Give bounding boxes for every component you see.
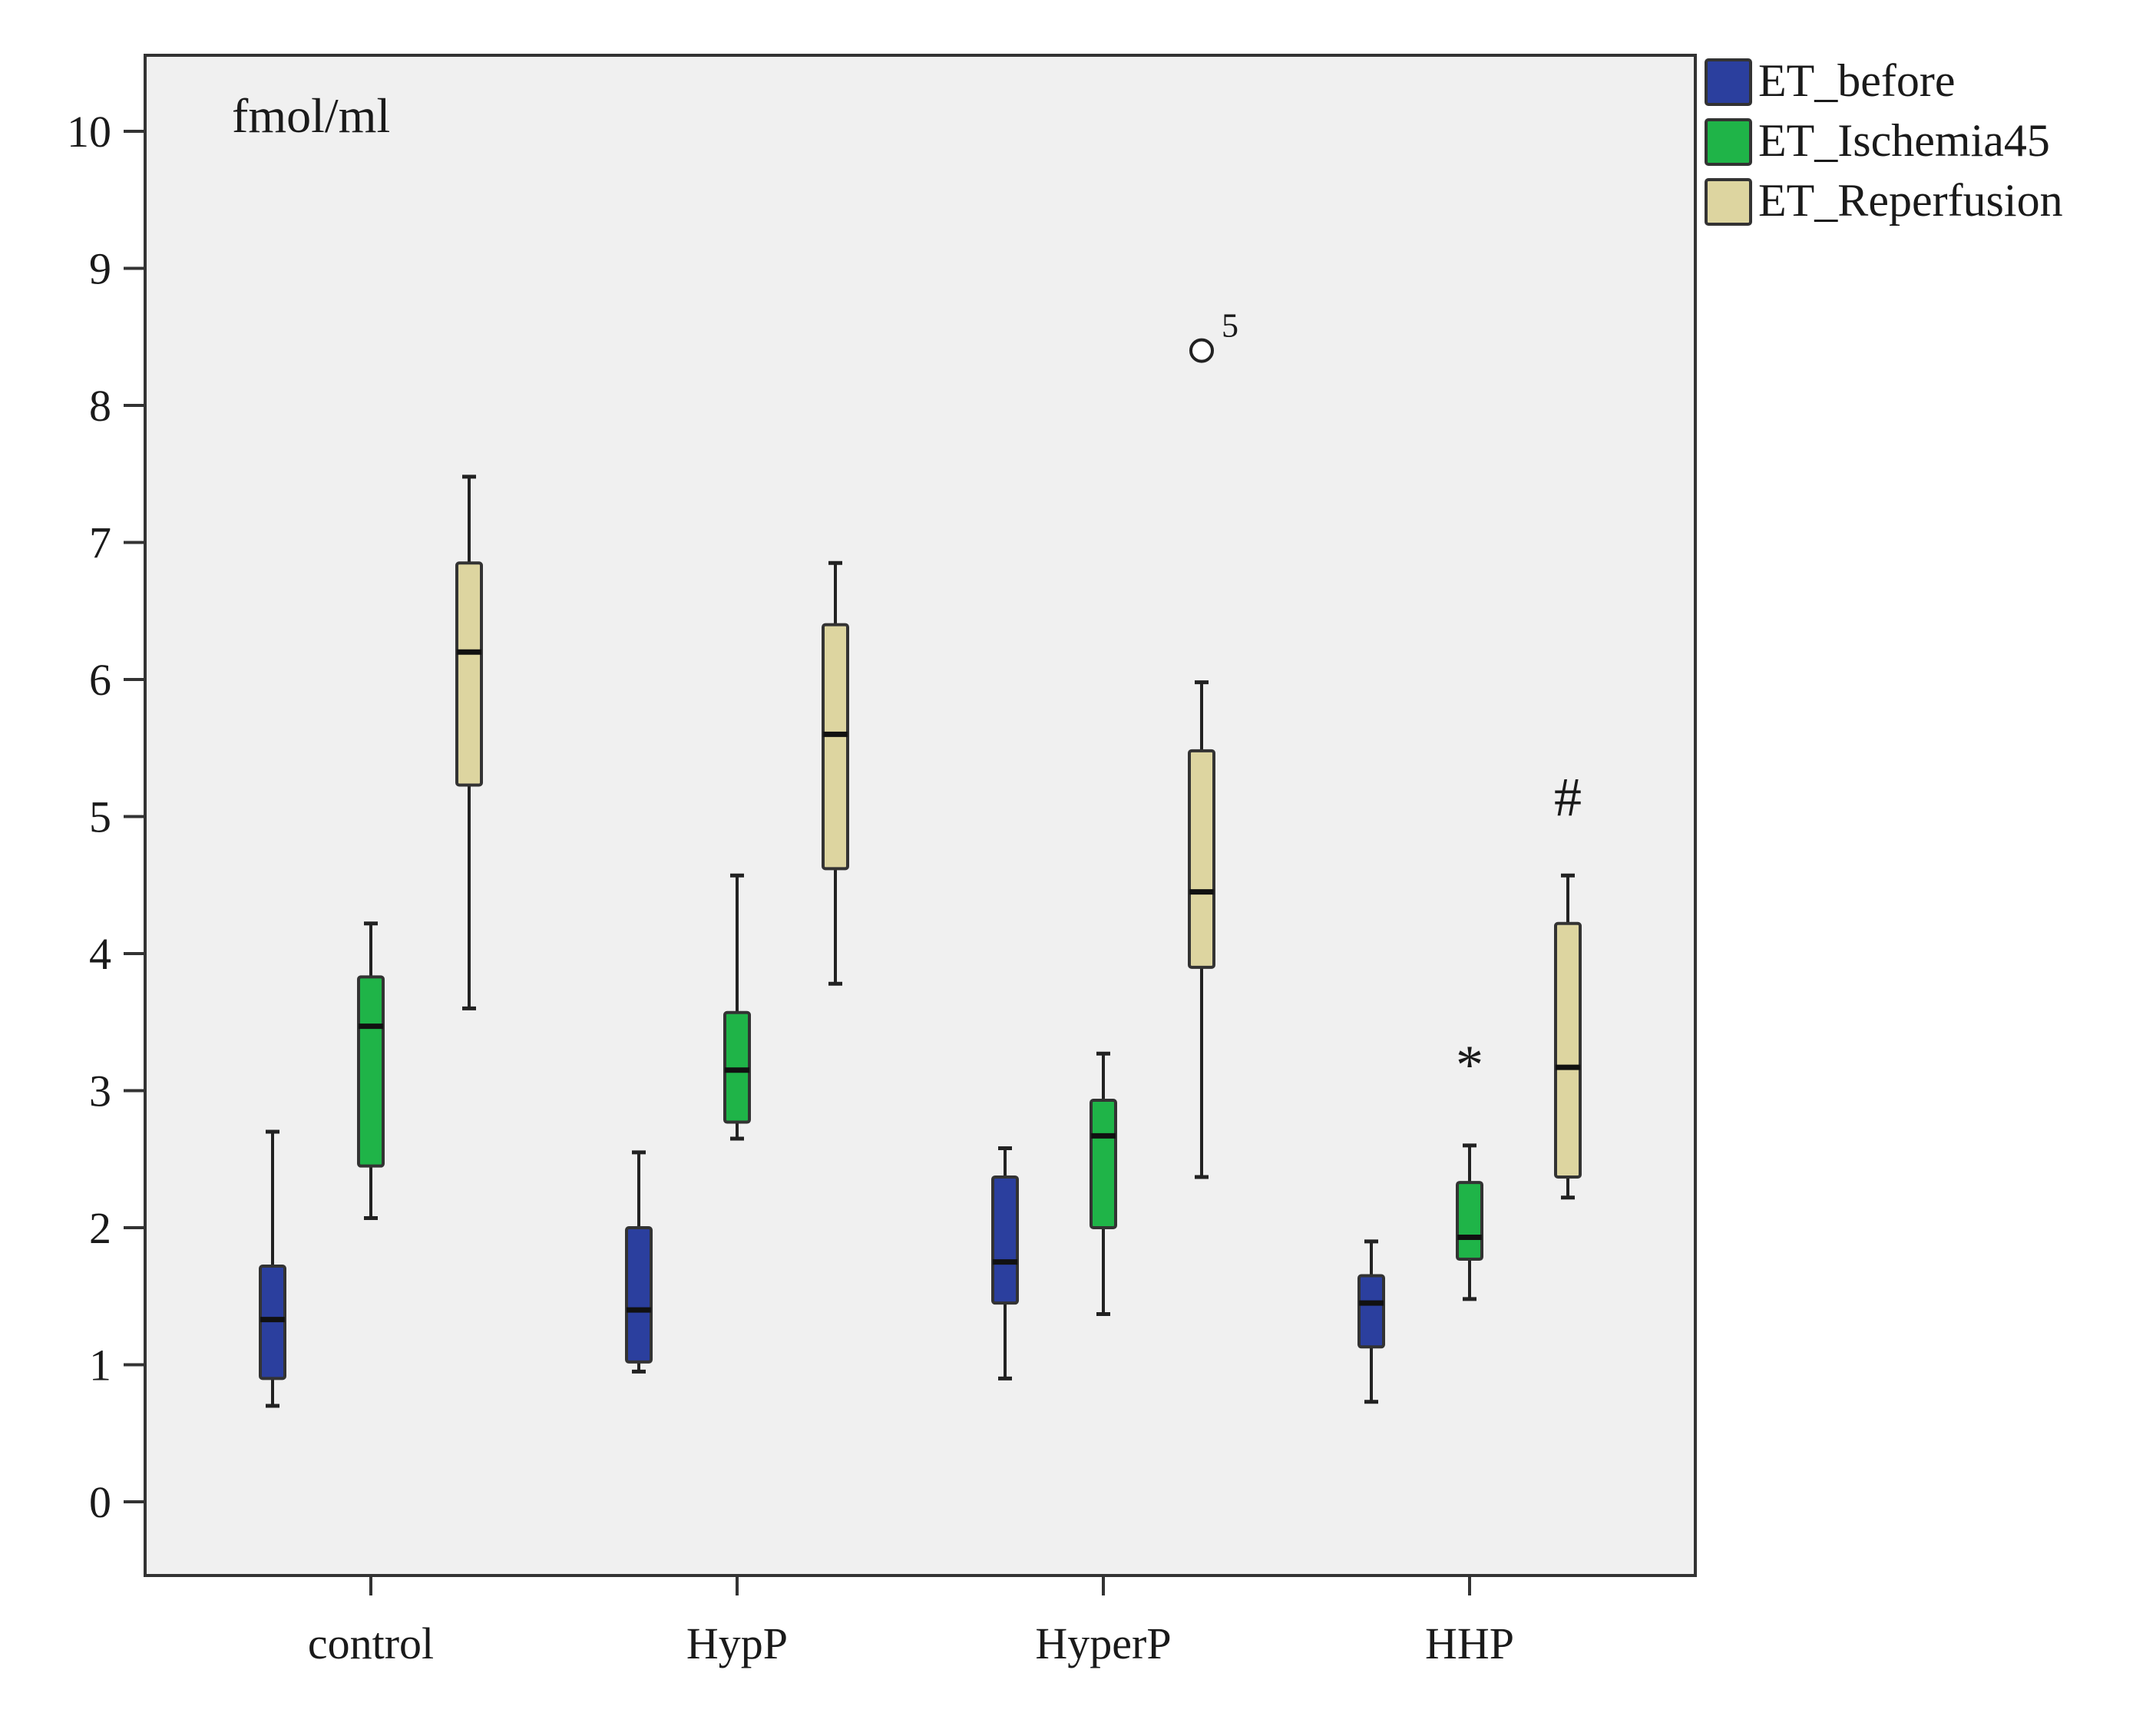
box-body: [357, 975, 385, 1168]
box-body: [1090, 1098, 1117, 1229]
box-et-before-hyperp: [991, 1146, 1019, 1380]
y-tick-label-5: 5: [89, 792, 111, 842]
y-tick-label-8: 8: [89, 381, 111, 431]
y-tick-label-6: 6: [89, 655, 111, 705]
y-unit-label: fmol/ml: [232, 88, 390, 143]
legend-label-et-ischemia45: ET_Ischemia45: [1758, 115, 2050, 166]
box-et-before-hhp: [1357, 1239, 1385, 1404]
box-et-reperfusion-hyperp: [1188, 680, 1215, 1179]
y-tick-label-4: 4: [89, 929, 111, 979]
legend-swatch-et-reperfusion: [1705, 178, 1752, 226]
box-et-ischemia45-hypp: [723, 873, 751, 1141]
box-body: [455, 561, 483, 787]
box-body: [1554, 921, 1582, 1179]
legend-label-et-reperfusion: ET_Reperfusion: [1758, 175, 2063, 226]
box-et-reperfusion-hypp: [822, 560, 849, 986]
y-tick-label-9: 9: [89, 244, 111, 294]
significance-marker: #: [1554, 767, 1582, 828]
x-tick-label-hhp: HHP: [1425, 1619, 1514, 1668]
legend: ET_before ET_Ischemia45 ET_Reperfusion: [1705, 55, 2063, 226]
box-body: [1456, 1181, 1483, 1261]
x-axis: control HypP HyperP HHP: [308, 1576, 1514, 1668]
y-tick-label-2: 2: [89, 1203, 111, 1253]
y-tick-label-1: 1: [89, 1341, 111, 1390]
box-body: [822, 623, 849, 871]
y-axis: 0 1 2 3 4 5 6 7 8 9 10: [67, 107, 145, 1527]
box-body: [259, 1264, 286, 1380]
y-tick-label-3: 3: [89, 1066, 111, 1116]
y-tick-label-0: 0: [89, 1477, 111, 1527]
box-et-reperfusion-hhp: [1554, 873, 1582, 1200]
legend-label-et-before: ET_before: [1758, 55, 1956, 106]
box-et-ischemia45-control: [357, 921, 385, 1221]
significance-marker: *: [1456, 1034, 1483, 1096]
box-body: [1188, 749, 1215, 969]
legend-swatch-et-ischemia45: [1705, 118, 1752, 166]
box-body: [625, 1226, 653, 1364]
annotation-group: *#: [1456, 767, 1582, 1096]
outlier-group: 5: [1189, 307, 1238, 363]
y-tick-label-7: 7: [89, 518, 111, 568]
y-tick-label-10: 10: [67, 107, 111, 157]
legend-swatch-et-before: [1705, 58, 1752, 106]
box-et-ischemia45-hhp: [1456, 1143, 1483, 1301]
x-tick-label-control: control: [308, 1619, 434, 1668]
box-et-reperfusion-control: [455, 474, 483, 1010]
box-body: [1357, 1274, 1385, 1349]
box-et-ischemia45-hyperp: [1090, 1051, 1117, 1316]
outlier-label: 5: [1222, 307, 1238, 345]
x-tick-label-hyperp: HyperP: [1035, 1619, 1171, 1668]
box-body: [991, 1175, 1019, 1305]
x-tick-label-hypp: HypP: [686, 1619, 788, 1668]
plot-area: [144, 54, 1697, 1577]
box-et-before-control: [259, 1129, 286, 1408]
box-series-group: [259, 474, 1582, 1408]
box-et-before-hypp: [625, 1150, 653, 1374]
box-body: [723, 1010, 751, 1124]
outlier-point: [1189, 338, 1214, 363]
